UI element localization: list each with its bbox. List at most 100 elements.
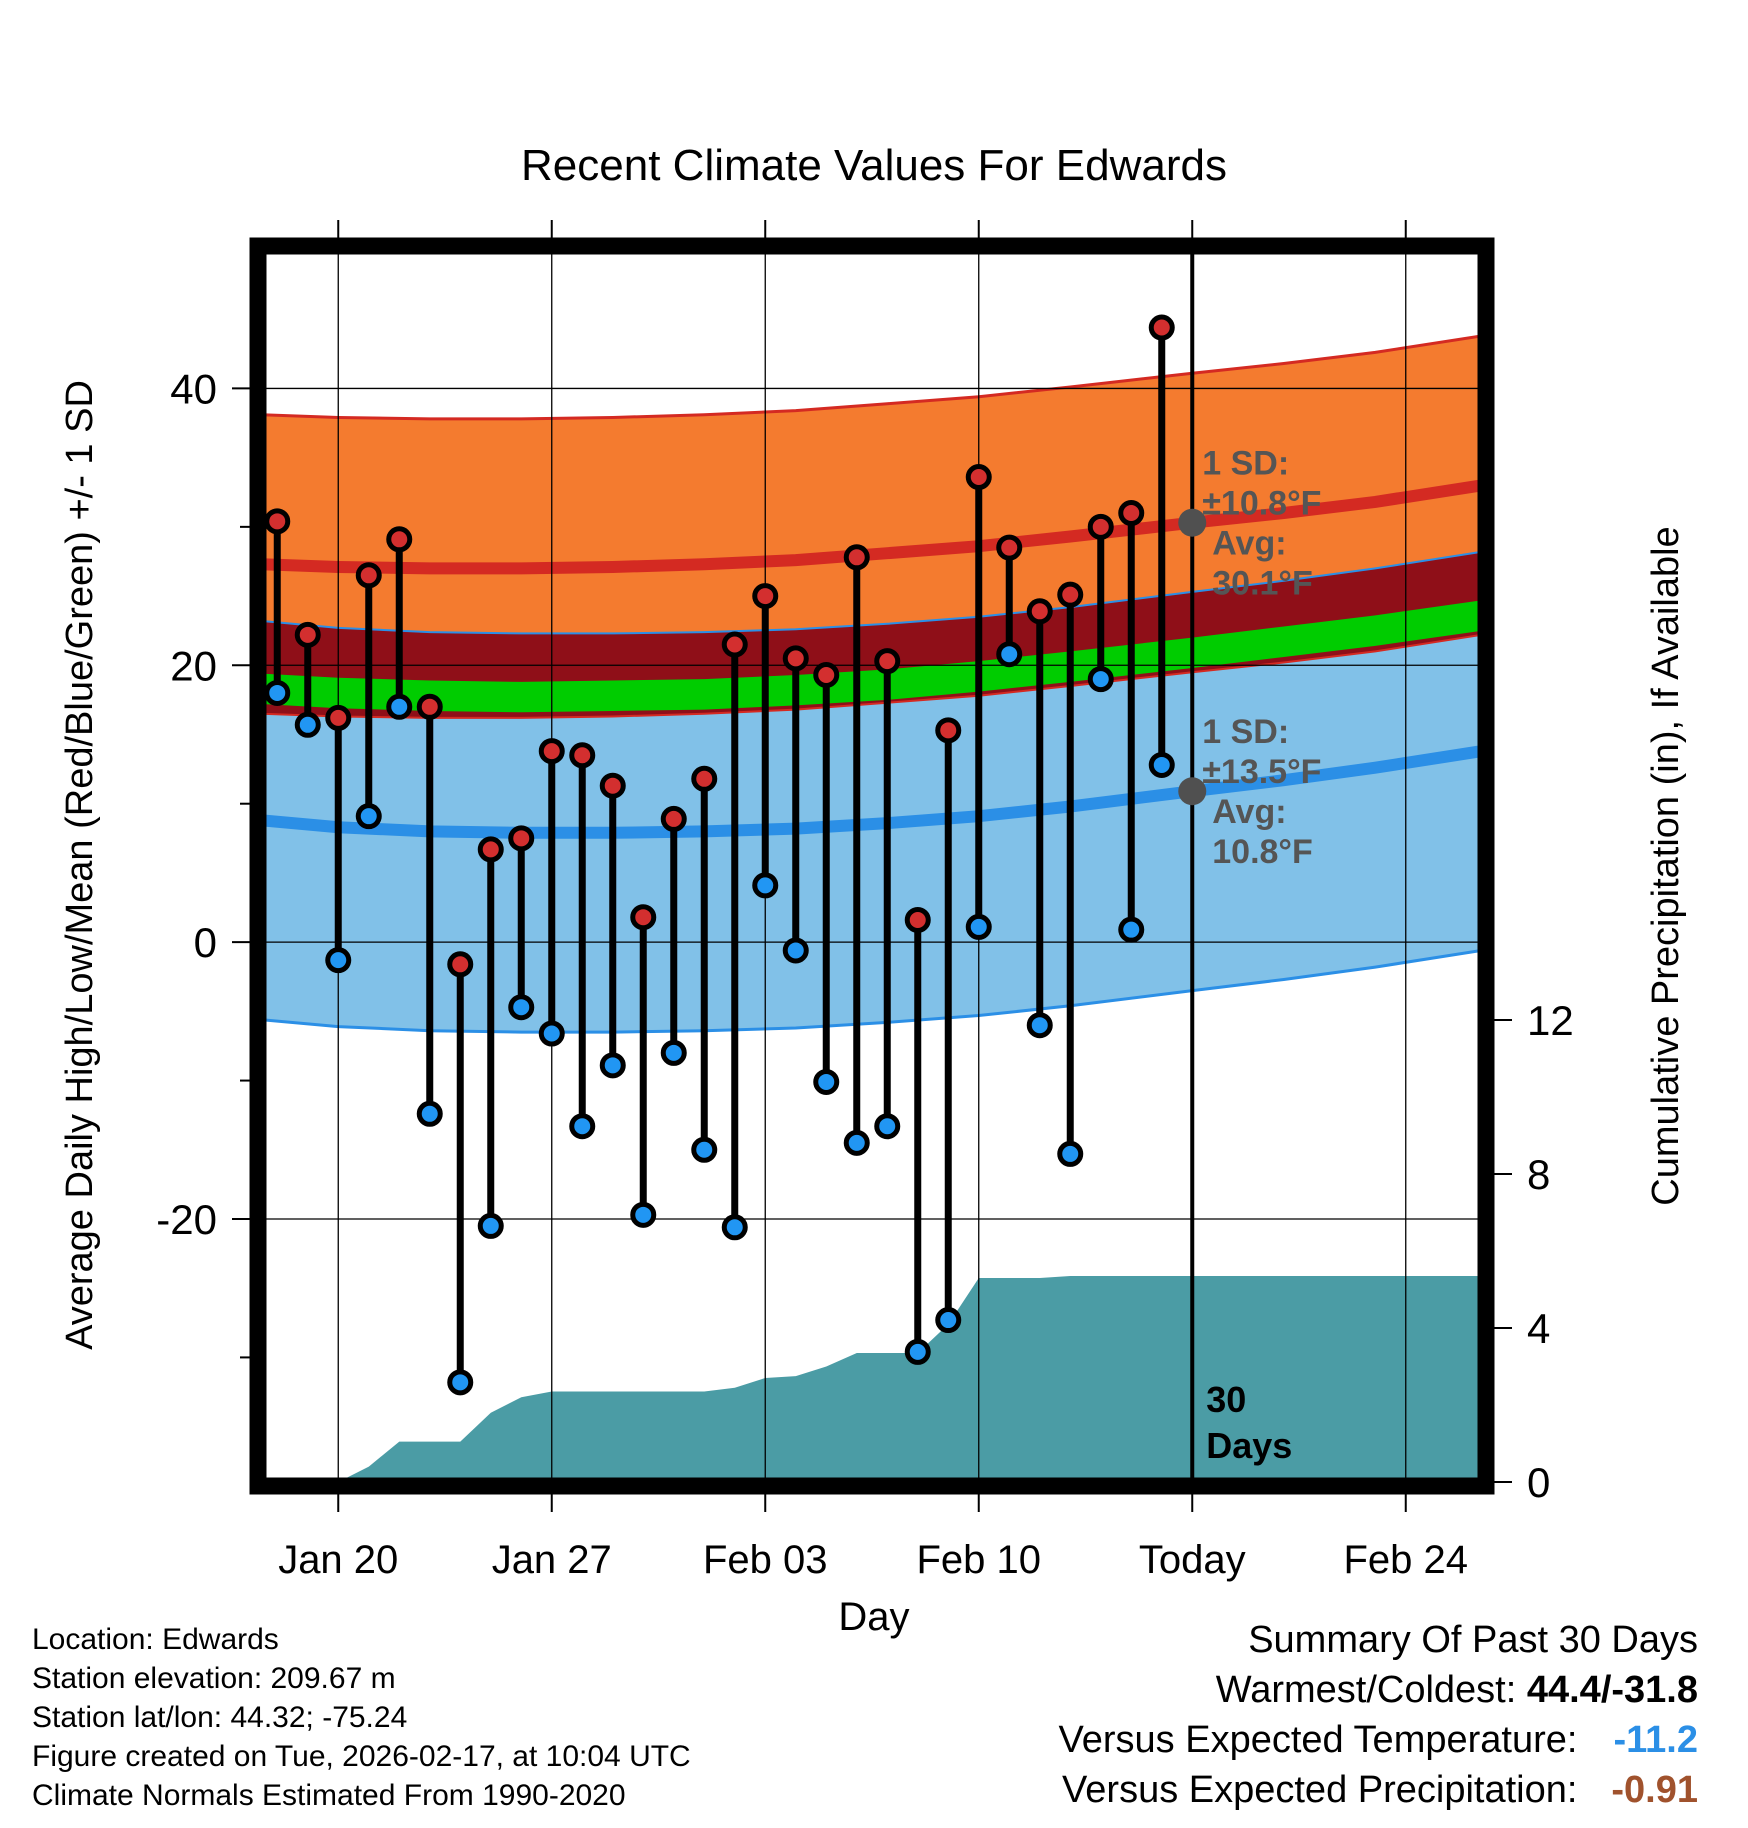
plot-frame <box>249 237 1495 1495</box>
summary-panel: Summary Of Past 30 Days Warmest/Coldest:… <box>1059 1615 1698 1815</box>
daily-low-point <box>935 1307 962 1334</box>
temp-value: -11.2 <box>1613 1719 1698 1761</box>
daily-high-point <box>599 772 626 799</box>
y2-tick-label: 0 <box>1527 1459 1550 1506</box>
daily-low-point <box>538 1020 565 1047</box>
daily-high-point <box>691 765 718 792</box>
daily-low-point <box>1057 1140 1084 1167</box>
daily-high-point <box>813 661 840 688</box>
daily-high-point <box>630 904 657 931</box>
daily-high-point <box>965 464 992 491</box>
daily-low-point <box>660 1039 687 1066</box>
daily-low-point <box>630 1201 657 1228</box>
low-band-top-edge <box>262 550 1482 635</box>
daily-high-point <box>355 562 382 589</box>
daily-low-point <box>1026 1012 1053 1039</box>
daily-high-point <box>904 906 931 933</box>
plot-area <box>262 250 1482 1482</box>
daily-low-point <box>782 937 809 964</box>
daily-low-point <box>813 1068 840 1095</box>
daily-low-point <box>752 872 779 899</box>
y-tick-label: 20 <box>170 642 217 689</box>
daily-low-point <box>477 1212 504 1239</box>
daily-high-point <box>264 508 291 535</box>
daily-low-point <box>996 641 1023 668</box>
daily-low-point <box>325 947 352 974</box>
high-avg-marker <box>1178 508 1207 537</box>
daily-low-point <box>508 994 535 1021</box>
daily-high-point <box>782 645 809 672</box>
daily-high-point <box>1026 598 1053 625</box>
daily-low-point <box>264 679 291 706</box>
low-sd-annotation-line: 10.8°F <box>1212 833 1313 871</box>
daily-low-point <box>874 1113 901 1140</box>
warmest-value: 44.4/-31.8 <box>1526 1669 1698 1711</box>
daily-high-point <box>843 544 870 571</box>
x-tick-label: Feb 10 <box>916 1538 1041 1582</box>
y2-tick-label: 4 <box>1527 1305 1550 1352</box>
info-latlon: Station lat/lon: 44.32; -75.24 <box>32 1701 408 1734</box>
daily-high-point <box>996 534 1023 561</box>
low-band-bottom-edge <box>262 948 1482 1034</box>
daily-high-point <box>477 836 504 863</box>
y2-tick-label: 12 <box>1527 997 1574 1044</box>
daily-high-point <box>1087 513 1114 540</box>
info-location: Location: Edwards <box>32 1623 279 1656</box>
daily-low-point <box>904 1338 931 1365</box>
high-band-top-edge <box>262 334 1482 421</box>
daily-high-point <box>386 526 413 553</box>
daily-high-point <box>325 704 352 731</box>
daily-low-point <box>1087 666 1114 693</box>
overlap-band <box>262 551 1482 718</box>
station-info: Location: Edwards Station elevation: 209… <box>32 1620 691 1815</box>
summary-precip-row: Versus Expected Precipitation: -0.91 <box>1059 1765 1698 1815</box>
daily-low-point <box>386 693 413 720</box>
y-tick-label: 0 <box>194 919 217 966</box>
x-axis-title: Day <box>838 1595 909 1639</box>
precip-label: Versus Expected Precipitation: <box>1062 1769 1578 1811</box>
daily-high-point <box>569 742 596 769</box>
normal-high-line <box>262 479 1482 575</box>
daily-low-point <box>599 1052 626 1079</box>
info-created: Figure created on Tue, 2026-02-17, at 10… <box>32 1740 691 1773</box>
normal-low-line <box>262 745 1482 839</box>
high-sd-annotation-line: 30.1°F <box>1212 565 1313 603</box>
y2-axis-title: Cumulative Precipitation (in), If Availa… <box>1645 526 1687 1205</box>
precip-area <box>262 1276 1482 1482</box>
x-tick-label: Feb 24 <box>1343 1538 1468 1582</box>
daily-low-point <box>447 1369 474 1396</box>
precip-annotation-line: Days <box>1206 1425 1292 1466</box>
daily-high-point <box>1148 314 1175 341</box>
daily-low-point <box>721 1214 748 1241</box>
info-elevation: Station elevation: 209.67 m <box>32 1662 396 1695</box>
daily-low-point <box>691 1136 718 1163</box>
high-sd-annotation-line: 1 SD: <box>1202 445 1289 483</box>
daily-low-point <box>294 711 321 738</box>
chart-title: Recent Climate Values For Edwards <box>521 141 1227 190</box>
axes: 40 20 0 -20 0 4 8 12 Jan 20 Jan 27 Feb 03 Feb 10 Tod… <box>59 220 1687 1639</box>
daily-low-point <box>355 803 382 830</box>
low-sd-annotation-line: 1 SD: <box>1202 713 1289 751</box>
info-normals: Climate Normals Estimated From 1990-2020 <box>32 1779 626 1812</box>
high-band-bottom-edge <box>262 633 1482 719</box>
daily-high-point <box>660 805 687 832</box>
y-axis-title: Average Daily High/Low/Mean (Red/Blue/Gr… <box>59 380 101 1350</box>
x-tick-label: Jan 27 <box>492 1538 612 1582</box>
low-avg-marker <box>1178 777 1207 806</box>
low-sd-annotation-line: ±13.5°F <box>1202 753 1321 791</box>
precip-value: -0.91 <box>1611 1769 1698 1811</box>
warmest-label: Warmest/Coldest: <box>1215 1669 1517 1711</box>
daily-low-point <box>416 1100 443 1127</box>
y-tick-label: 40 <box>170 365 217 412</box>
high-sd-annotation-line: ±10.8°F <box>1202 485 1321 523</box>
x-tick-label: Feb 03 <box>703 1538 828 1582</box>
daily-high-point <box>874 648 901 675</box>
x-tick-label: Today <box>1139 1538 1246 1582</box>
daily-high-point <box>447 951 474 978</box>
daily-high-point <box>721 631 748 658</box>
summary-title: Summary Of Past 30 Days <box>1248 1619 1698 1661</box>
temp-label: Versus Expected Temperature: <box>1058 1719 1578 1761</box>
daily-low-point <box>843 1129 870 1156</box>
